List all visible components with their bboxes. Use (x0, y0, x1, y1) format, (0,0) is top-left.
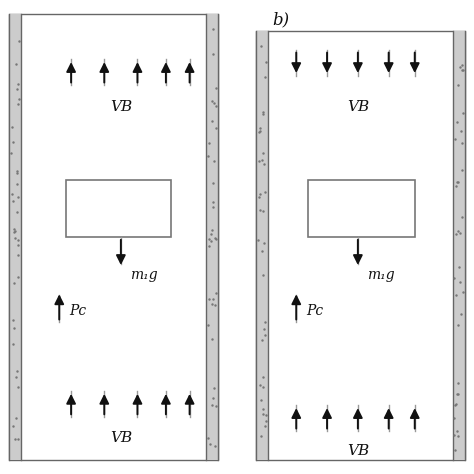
Text: Pc: Pc (306, 303, 323, 318)
Bar (9, 14, 218, 460)
Bar (453, 31, 465, 460)
Text: m₁g: m₁g (367, 268, 395, 282)
Text: Pc: Pc (69, 303, 86, 318)
Bar (66, 180, 171, 237)
Text: VB: VB (347, 100, 369, 114)
Bar (308, 180, 415, 237)
Bar (256, 31, 465, 460)
Text: VB: VB (110, 100, 132, 114)
Text: VB: VB (347, 444, 369, 458)
Text: m₁g: m₁g (130, 268, 158, 282)
Text: VB: VB (110, 431, 132, 446)
Text: b): b) (273, 12, 290, 29)
Bar (256, 31, 268, 460)
Bar (206, 14, 218, 460)
Bar (9, 14, 21, 460)
